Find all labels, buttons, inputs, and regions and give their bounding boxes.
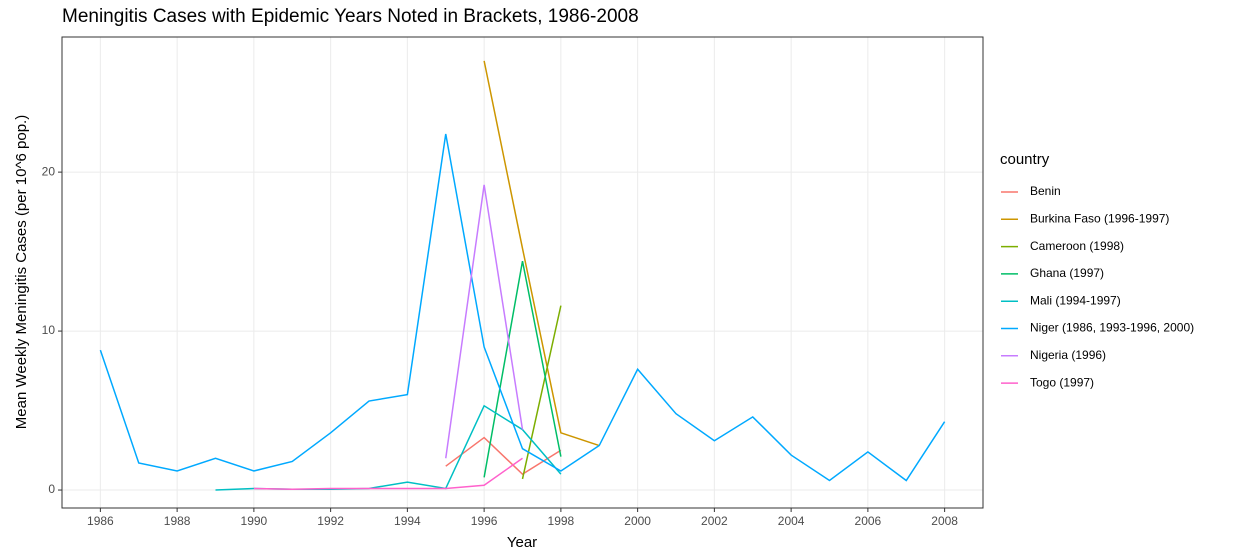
legend-label: Ghana (1997) <box>1030 266 1104 280</box>
legend-label: Togo (1997) <box>1030 375 1094 389</box>
x-tick-label: 2004 <box>778 514 805 528</box>
chart-title: Meningitis Cases with Epidemic Years Not… <box>62 6 639 27</box>
legend-label: Benin <box>1030 184 1061 198</box>
x-tick-label: 2000 <box>624 514 651 528</box>
x-tick-label: 1994 <box>394 514 421 528</box>
plot-border <box>61 36 984 509</box>
x-tick-label: 2002 <box>701 514 728 528</box>
series-line <box>483 260 562 478</box>
series-line <box>521 305 562 480</box>
x-tick-label: 1996 <box>471 514 498 528</box>
legend-label: Mali (1994-1997) <box>1030 293 1121 307</box>
x-tick-label: 2008 <box>931 514 958 528</box>
legend-title: country <box>1000 151 1050 168</box>
x-tick-label: 1992 <box>317 514 344 528</box>
y-tick-label: 0 <box>48 482 55 496</box>
legend-label: Burkina Faso (1996-1997) <box>1030 211 1169 225</box>
x-tick-label: 1986 <box>87 514 114 528</box>
series-line <box>253 457 523 490</box>
x-tick-label: 1988 <box>164 514 191 528</box>
y-axis-label: Mean Weekly Meningitis Cases (per 10^6 p… <box>13 115 30 429</box>
series-line <box>215 404 562 491</box>
legend-label: Niger (1986, 1993-1996, 2000) <box>1030 321 1194 335</box>
series-line <box>445 184 524 459</box>
legend-label: Nigeria (1996) <box>1030 348 1106 362</box>
x-tick-label: 1990 <box>241 514 268 528</box>
series-line <box>99 133 946 482</box>
series-line <box>445 436 562 476</box>
legend-label: Cameroon (1998) <box>1030 239 1124 253</box>
x-tick-label: 2006 <box>855 514 882 528</box>
y-tick-label: 10 <box>42 323 56 337</box>
series-line <box>483 60 600 447</box>
y-tick-label: 20 <box>42 164 56 178</box>
x-axis-label: Year <box>507 534 537 551</box>
x-tick-label: 1998 <box>548 514 575 528</box>
